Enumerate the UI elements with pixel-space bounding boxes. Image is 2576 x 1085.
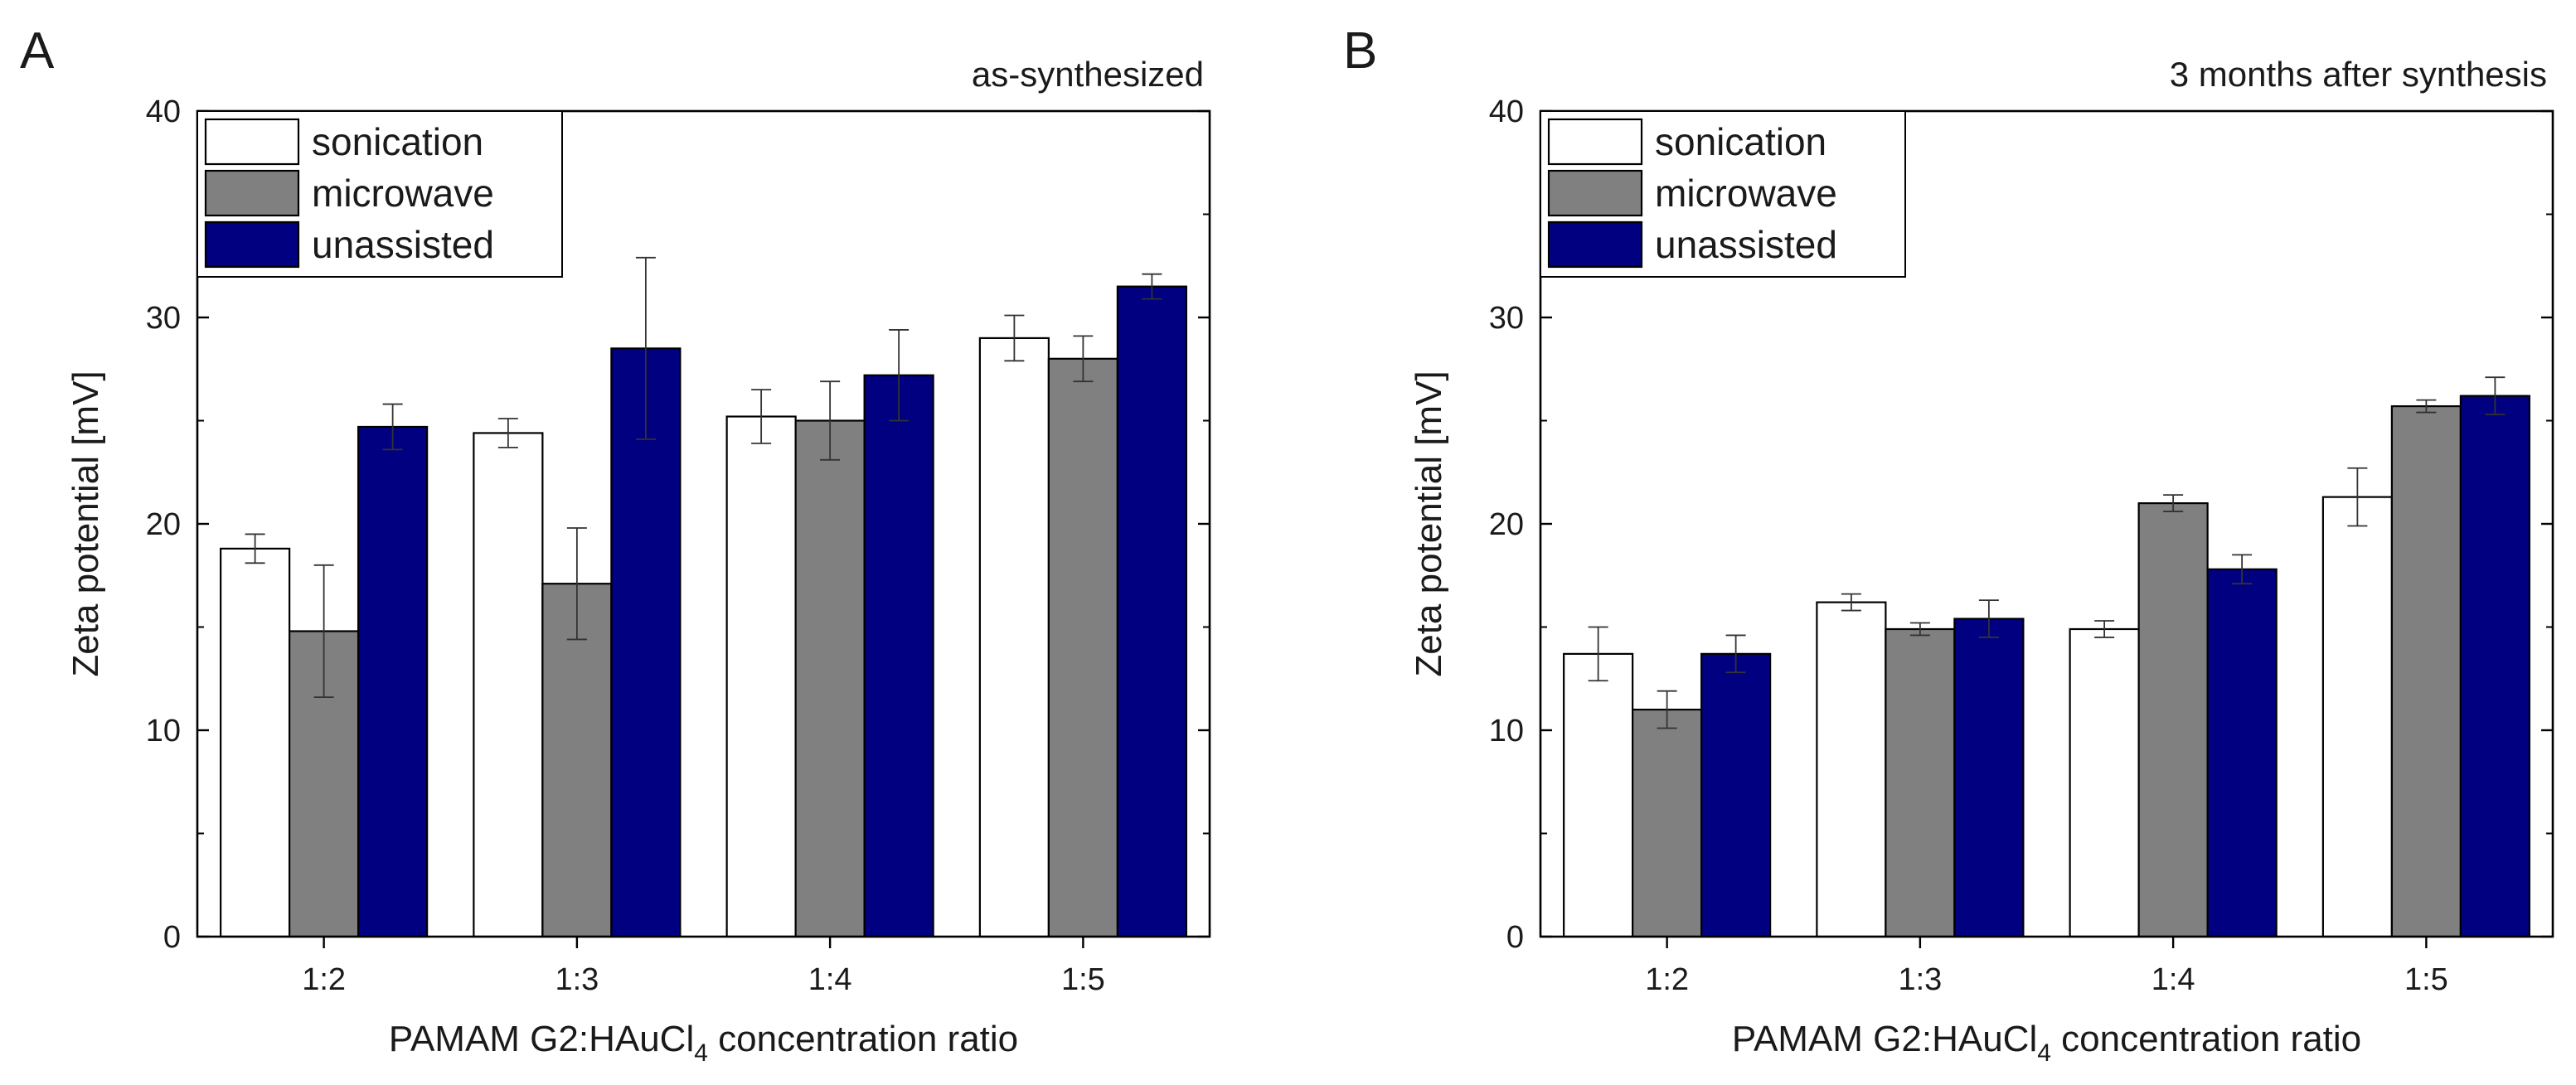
x-tick-label: 1:2	[1645, 962, 1689, 997]
legend-label-sonication: sonication	[312, 120, 483, 163]
legend-swatch-unassisted	[1547, 220, 1643, 269]
error-bar-microwave-1:2	[313, 564, 334, 699]
bar-microwave-1:3	[1885, 627, 1956, 938]
bar-unassisted-1:5	[1116, 285, 1187, 938]
x-axis-title-suffix: concentration ratio	[708, 1019, 1018, 1059]
bar-sonication-1:3	[1816, 601, 1887, 938]
error-bar-sonication-1:5	[1004, 314, 1025, 362]
x-tick-label: 1:5	[1061, 962, 1105, 997]
x-axis-title: PAMAM G2:HAuCl4 concentration ratio	[1732, 1019, 2361, 1067]
y-axis-title: Zeta potential [mV]	[1409, 371, 1449, 676]
error-bar-microwave-1:3	[1909, 622, 1930, 637]
x-axis-title-suffix: concentration ratio	[2051, 1019, 2361, 1059]
panel-b: B 3 months after synthesis 0 10 20 30 40 1:2 1:3…	[1343, 22, 2554, 1067]
bar-sonication-1:3	[473, 432, 544, 938]
legend-swatch-unassisted	[204, 220, 300, 269]
bar-sonication-1:5	[2321, 496, 2393, 938]
legend-swatch-sonication	[204, 118, 300, 166]
bar-microwave-1:4	[2137, 501, 2209, 938]
error-bar-microwave-1:5	[2416, 399, 2437, 414]
legend-label-microwave: microwave	[1655, 172, 1837, 215]
x-axis-title-subscript: 4	[694, 1039, 708, 1067]
error-bar-sonication-1:5	[2347, 467, 2368, 527]
error-bar-sonication-1:2	[245, 533, 265, 564]
bar-unassisted-1:5	[2459, 395, 2530, 938]
y-tick-label: 10	[146, 714, 181, 748]
legend: sonication microwave unassisted	[1540, 110, 1906, 278]
x-tick-label: 1:3	[1898, 962, 1942, 997]
bar-sonication-1:2	[220, 547, 291, 938]
x-tick-label: 1:5	[2404, 962, 2448, 997]
x-axis-title-main: PAMAM G2:HAuCl	[1732, 1019, 2037, 1059]
error-bar-unassisted-1:3	[635, 256, 656, 440]
y-tick-label: 0	[1506, 920, 1524, 955]
bar-unassisted-1:4	[863, 374, 934, 938]
bar-sonication-1:4	[2069, 627, 2140, 938]
bar-microwave-1:4	[794, 419, 866, 938]
bar-unassisted-1:4	[2206, 568, 2278, 938]
bar-sonication-1:2	[1563, 652, 1634, 938]
error-bar-sonication-1:3	[497, 418, 518, 448]
legend-label-unassisted: unassisted	[1655, 223, 1837, 266]
error-bar-unassisted-1:5	[2485, 376, 2506, 415]
error-bar-microwave-1:2	[1657, 690, 1677, 729]
error-bar-unassisted-1:2	[382, 403, 403, 451]
chart-title: as-synthesized	[972, 55, 1204, 94]
error-bar-unassisted-1:3	[1978, 599, 1999, 638]
y-tick-label: 20	[1489, 507, 1524, 542]
error-bar-microwave-1:5	[1073, 335, 1094, 383]
error-bar-unassisted-1:4	[889, 329, 910, 422]
bar-microwave-1:5	[2390, 404, 2462, 938]
y-axis-title: Zeta potential [mV]	[65, 371, 106, 676]
y-tick-label: 30	[1489, 301, 1524, 336]
y-tick-label: 40	[1489, 94, 1524, 129]
x-tick-label: 1:3	[555, 962, 599, 997]
legend: sonication microwave unassisted	[196, 110, 563, 278]
error-bar-unassisted-1:2	[1725, 634, 1746, 674]
bar-sonication-1:5	[978, 337, 1050, 938]
legend-label-sonication: sonication	[1655, 120, 1826, 163]
error-bar-microwave-1:4	[2163, 494, 2184, 512]
error-bar-microwave-1:3	[566, 527, 587, 641]
error-bar-sonication-1:4	[2094, 620, 2115, 638]
x-tick-label: 1:4	[2152, 962, 2195, 997]
chart-title: 3 months after synthesis	[2170, 55, 2547, 94]
y-tick-label: 20	[146, 507, 181, 542]
error-bar-microwave-1:4	[820, 380, 841, 461]
bar-sonication-1:4	[725, 415, 797, 938]
error-bar-sonication-1:2	[1588, 626, 1608, 682]
y-tick-label: 10	[1489, 714, 1524, 748]
error-bar-sonication-1:3	[1841, 593, 1861, 612]
legend-label-unassisted: unassisted	[312, 223, 494, 266]
x-axis-title-main: PAMAM G2:HAuCl	[389, 1019, 694, 1059]
bar-unassisted-1:3	[1953, 618, 2025, 938]
x-tick-label: 1:2	[302, 962, 346, 997]
legend-swatch-sonication	[1547, 118, 1643, 166]
error-bar-unassisted-1:4	[2232, 554, 2253, 585]
x-axis-title-subscript: 4	[2037, 1039, 2051, 1067]
bar-microwave-1:5	[1047, 357, 1118, 938]
legend-swatch-microwave	[1547, 169, 1643, 217]
error-bar-sonication-1:4	[751, 389, 772, 444]
panel-letter: B	[1343, 22, 1377, 80]
error-bar-unassisted-1:5	[1142, 273, 1162, 300]
panel-letter: A	[20, 22, 55, 80]
legend-label-microwave: microwave	[312, 172, 494, 215]
y-tick-label: 0	[163, 920, 181, 955]
legend-swatch-microwave	[204, 169, 300, 217]
bar-unassisted-1:2	[1700, 652, 1772, 938]
bar-unassisted-1:2	[357, 425, 429, 938]
y-tick-label: 30	[146, 301, 181, 336]
bar-unassisted-1:3	[610, 347, 682, 938]
bar-microwave-1:2	[1632, 708, 1703, 938]
x-tick-label: 1:4	[808, 962, 852, 997]
x-axis-title: PAMAM G2:HAuCl4 concentration ratio	[389, 1019, 1018, 1067]
y-tick-label: 40	[146, 94, 181, 129]
